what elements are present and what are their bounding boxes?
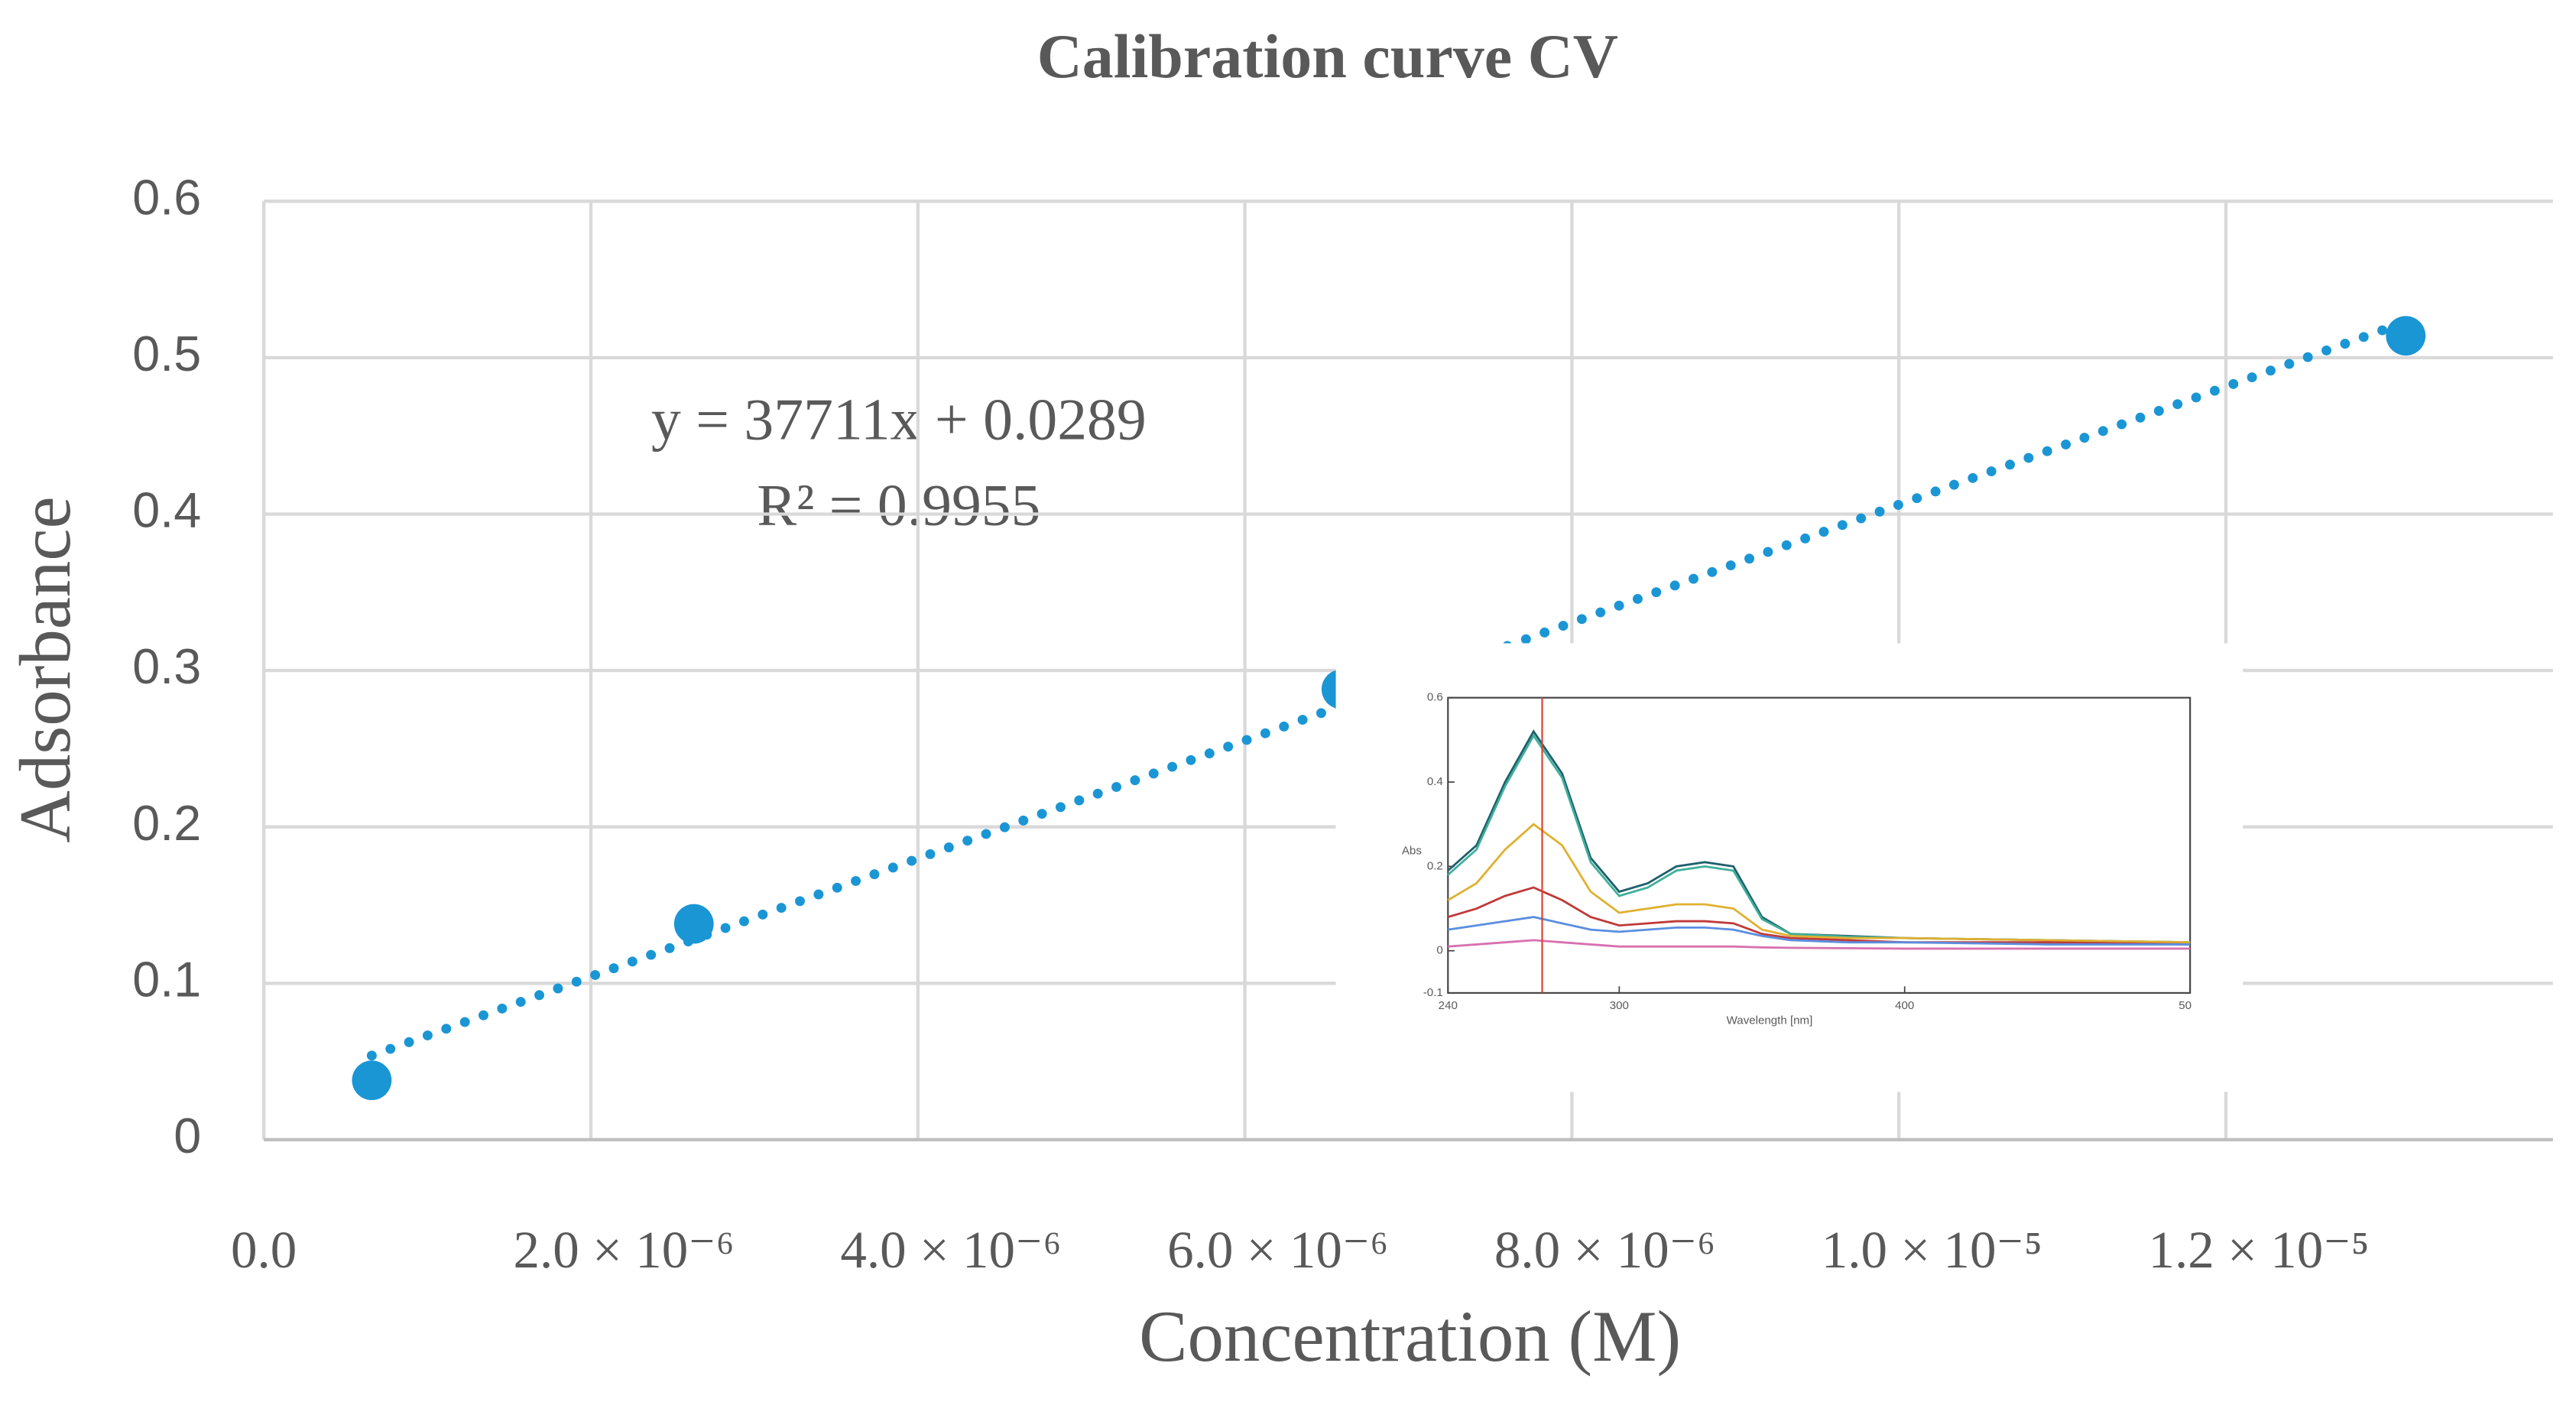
y-axis-label: Abs (1402, 844, 1422, 857)
x-tick-label: 400 (1895, 999, 1914, 1012)
y-tick-label: 0.5 (132, 326, 201, 381)
y-axis-label: Adsorbance (5, 496, 86, 842)
y-tick-label: 0 (174, 1108, 201, 1163)
data-point (2386, 316, 2426, 356)
y-tick-label: 0.2 (132, 795, 201, 851)
x-tick-label: 0.0 (231, 1220, 297, 1279)
x-tick-label: 1.0 × 10⁻⁵ (1822, 1220, 2042, 1279)
x-tick-label: 6.0 × 10⁻⁶ (1167, 1220, 1388, 1279)
y-tick-label: 0.4 (132, 482, 201, 538)
x-axis-label: Wavelength [nm] (1727, 1014, 1813, 1027)
x-tick-label: 2.0 × 10⁻⁶ (514, 1220, 735, 1279)
trend-equation: y = 37711x + 0.0289 (651, 387, 1147, 453)
spectrum-line (1447, 823, 2191, 944)
chart-title: Calibration curve CV (1037, 21, 1618, 91)
inset-background (1335, 643, 2243, 1092)
x-tick-label: 300 (1610, 999, 1629, 1012)
y-tick-label: 0.4 (1427, 775, 1443, 788)
x-tick-label: 1.2 × 10⁻⁵ (2149, 1220, 2370, 1279)
y-tick-label: 0.6 (132, 169, 201, 225)
data-point (352, 1060, 392, 1101)
spectrum-line (1447, 886, 2191, 946)
y-tick-label: 0.6 (1427, 691, 1443, 704)
y-tick-label: 0.1 (132, 951, 201, 1007)
x-tick-label: 240 (1439, 999, 1458, 1012)
y-tick-label: 0 (1436, 944, 1442, 957)
x-tick-label: 50 (2179, 999, 2192, 1012)
y-tick-label: 0.2 (1427, 859, 1443, 872)
y-tick-label: 0.3 (132, 638, 201, 694)
x-axis-label: Concentration (M) (1139, 1296, 1681, 1377)
spectrum-line (1448, 916, 2191, 946)
r-squared: R² = 0.9955 (757, 472, 1040, 538)
x-tick-label: 8.0 × 10⁻⁶ (1494, 1220, 1715, 1279)
y-tick-label: -0.1 (1423, 986, 1443, 999)
spectrum-line (1448, 939, 2191, 950)
x-tick-label: 4.0 × 10⁻⁶ (840, 1220, 1061, 1279)
plot-frame (1447, 696, 2192, 994)
data-point (673, 904, 714, 944)
